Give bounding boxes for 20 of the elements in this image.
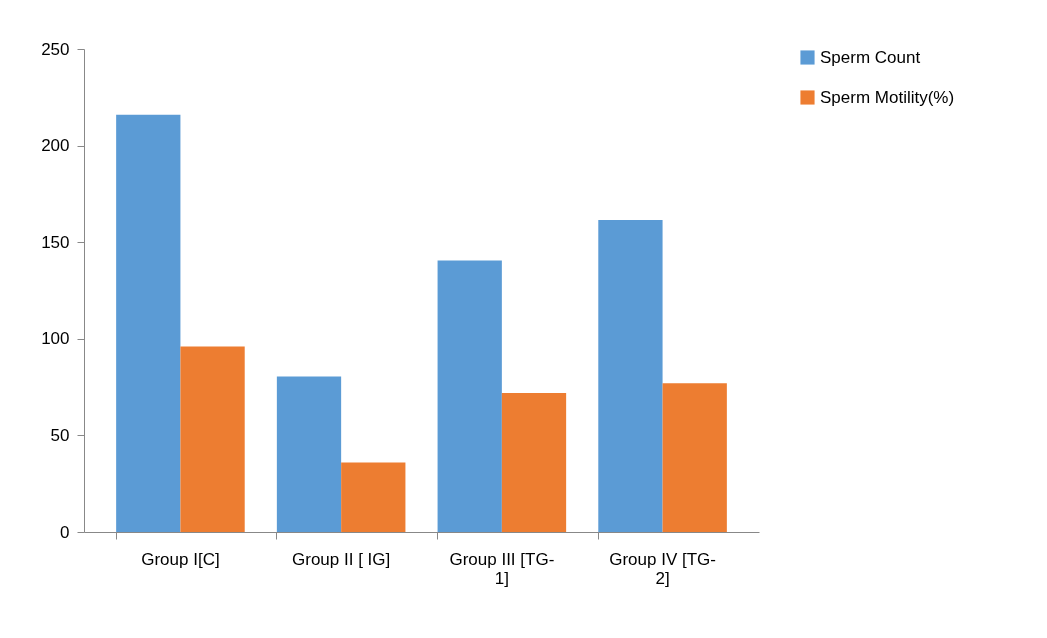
y-tick-label: 50 [50, 425, 70, 445]
legend-label: Sperm Count [820, 47, 921, 67]
bar [276, 376, 342, 532]
x-tick-label: Group II [ IG] [292, 549, 391, 569]
y-tick-label: 150 [41, 232, 70, 252]
y-tick-label: 250 [41, 39, 70, 59]
bar [341, 462, 406, 532]
bar [116, 114, 181, 532]
y-tick-label: 100 [41, 329, 70, 349]
y-tick-label: 200 [41, 136, 70, 156]
x-tick-label: Group IV [TG-2] [609, 549, 716, 588]
bar [437, 260, 502, 532]
bar [598, 219, 663, 532]
bar [180, 346, 245, 532]
bar [501, 392, 567, 532]
legend-label: Sperm Motility(%) [820, 87, 955, 107]
x-tick-label: Group I[C] [141, 549, 220, 569]
y-tick-label: 0 [60, 522, 70, 542]
bar [662, 383, 727, 532]
x-tick-label: Group III [TG-1] [449, 549, 555, 588]
